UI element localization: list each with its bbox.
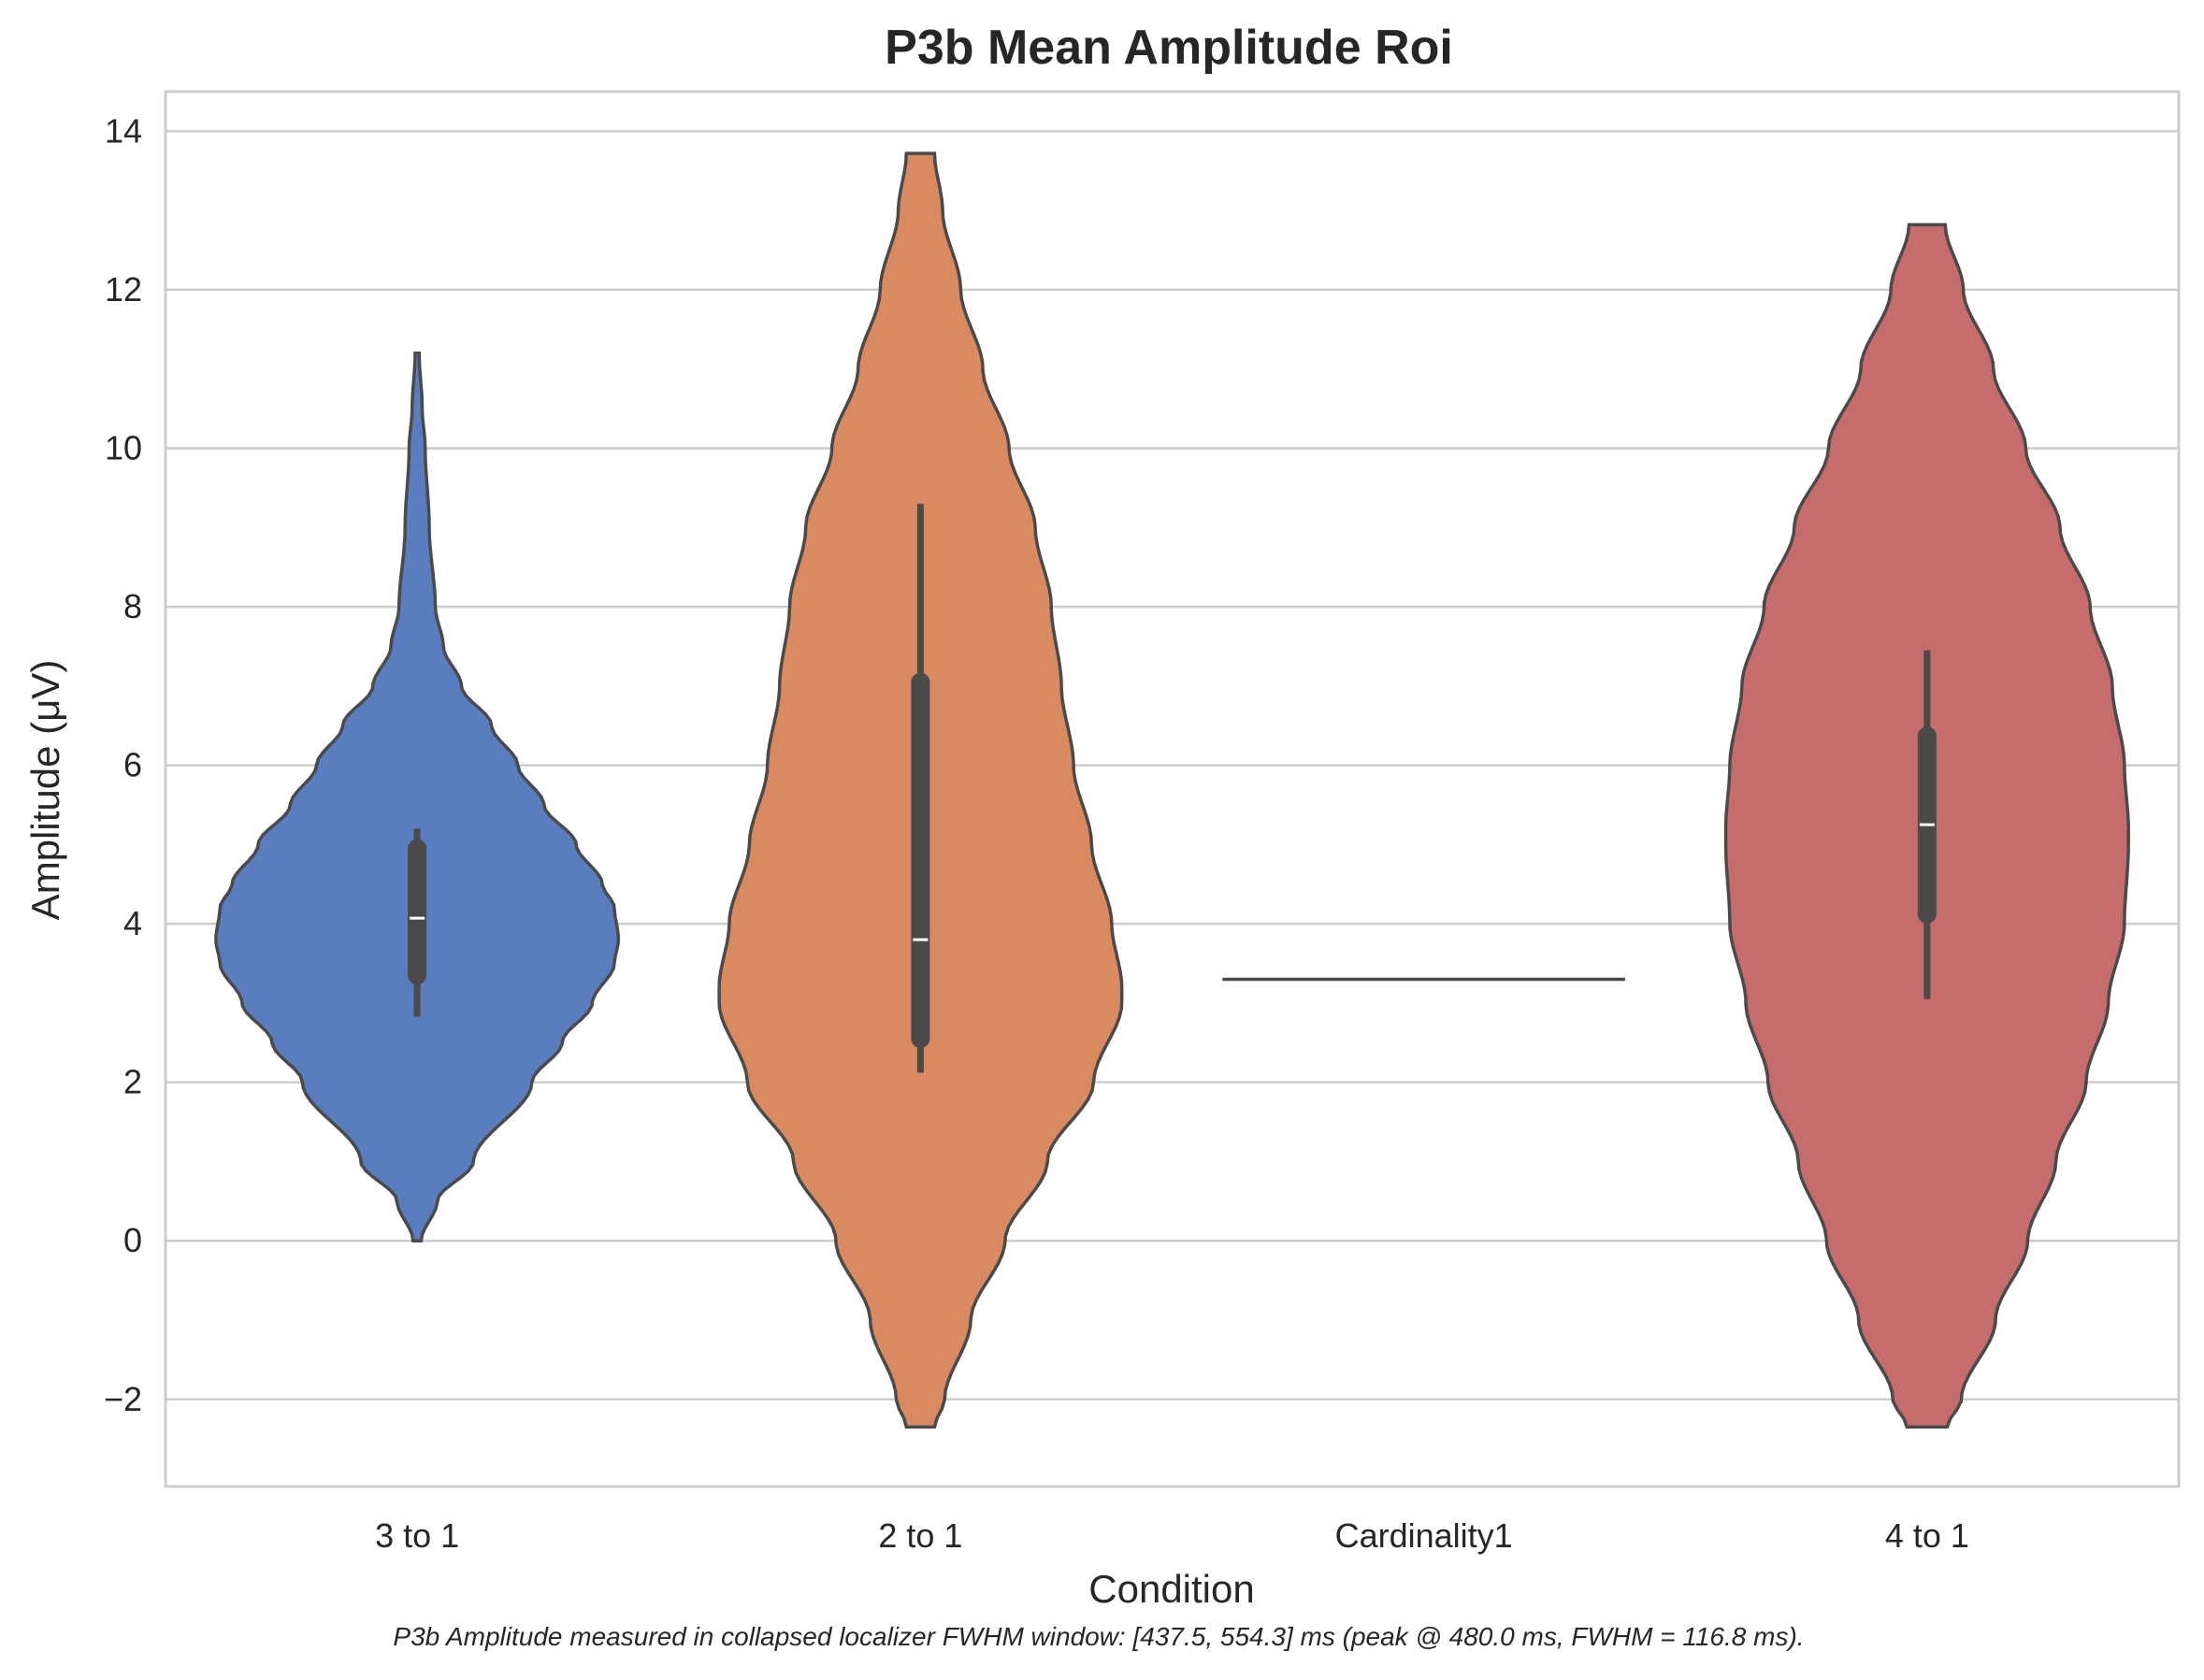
x-tick-labels: 3 to 1 2 to 1 Cardinality1 4 to 1 [375, 1516, 1969, 1555]
y-tick-label: 0 [123, 1221, 142, 1259]
y-tick-label: 6 [123, 746, 142, 784]
y-tick-label: 14 [105, 111, 142, 150]
violins [214, 151, 2130, 1429]
y-tick-label: 10 [105, 428, 142, 467]
plot-frame [164, 90, 2181, 1488]
y-tick-label: 4 [123, 904, 142, 942]
violin-2 [717, 151, 1124, 1429]
y-tick-label: −2 [104, 1380, 142, 1418]
x-axis-label: Condition [1088, 1567, 1254, 1611]
chart-title: P3b Mean Amplitude Roi [885, 21, 1453, 75]
x-tick-label: 4 to 1 [1885, 1516, 1969, 1555]
violin-1 [214, 352, 621, 1242]
caption: P3b Amplitude measured in collapsed loca… [393, 1622, 1804, 1651]
x-tick-label: 2 to 1 [878, 1516, 962, 1555]
x-tick-label: Cardinality1 [1335, 1516, 1513, 1555]
y-tick-label: 2 [123, 1063, 142, 1101]
y-tick-labels: −2 0 2 4 6 8 10 12 14 [104, 111, 142, 1417]
violin-body [214, 352, 621, 1242]
y-tick-label: 12 [105, 270, 142, 309]
violin-4 [1723, 223, 2130, 1429]
y-tick-label: 8 [123, 587, 142, 625]
x-tick-label: 3 to 1 [375, 1516, 459, 1555]
y-axis-label: Amplitude (μV) [23, 660, 67, 921]
